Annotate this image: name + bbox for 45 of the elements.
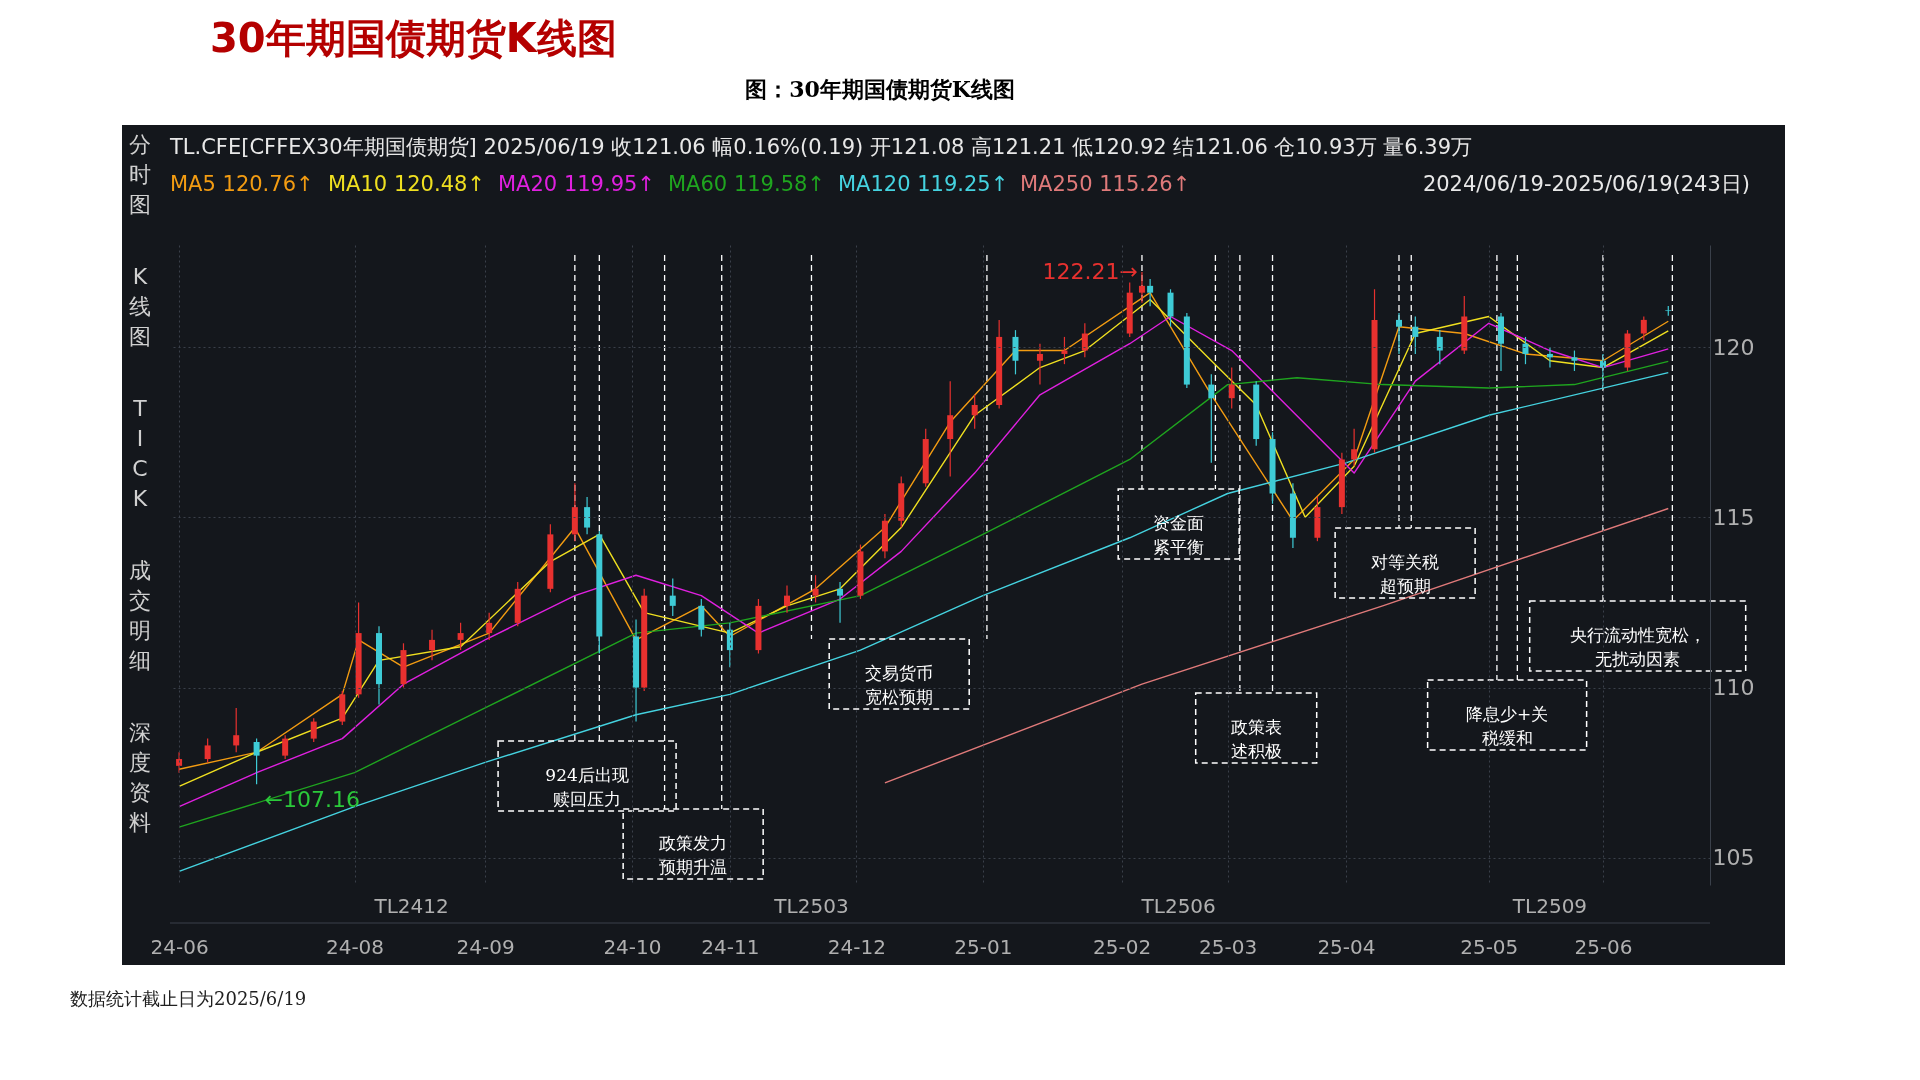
x-tick-label: 24-08 (325, 934, 385, 959)
y-tick-label: 115 (1712, 504, 1755, 530)
x-tick-label: 24-10 (603, 934, 662, 959)
x-tick-label: 24-06 (150, 934, 209, 959)
text: 深度资料 (129, 720, 151, 835)
text: 成交明细 (129, 558, 151, 673)
x2-tick-label: TL2509 (1511, 894, 1588, 918)
x2-tick-label: TL2412 (373, 894, 449, 918)
x-tick-label: 25-06 (1574, 934, 1633, 959)
x2-tick-label: TL2503 (773, 894, 849, 918)
text: 2024/06/19-2025/06/19(243日) (1422, 172, 1750, 196)
annotation: 924后出现赎回压力 (545, 765, 629, 809)
x2-tick-label: TL2506 (1140, 894, 1216, 918)
x-tick-label: 25-05 (1460, 934, 1519, 959)
text: MA250 115.26↑ (1020, 172, 1191, 196)
text: 数据统计截止日为2025/6/19 (70, 988, 307, 1009)
y-tick-label: 110 (1712, 675, 1755, 701)
y-tick-label: 105 (1712, 845, 1755, 871)
text: TICK (132, 396, 148, 511)
annotation: 交易货币宽松预期 (865, 663, 934, 707)
text: MA10 120.48↑ (328, 172, 485, 196)
annotation: 122.21→ (1042, 258, 1138, 284)
text: MA20 119.95↑ (498, 172, 655, 196)
text: TL.CFE[CFFEX30年期国债期货] 2025/06/19 收121.06 幅0.16%(0.19) 开121.08 高121.21 低120.92 结121.06 仓10.93万 量6.39万 (169, 135, 1473, 159)
x-tick-label: 25-01 (954, 934, 1013, 959)
x-tick-label: 25-02 (1093, 934, 1152, 959)
y-tick-label: 120 (1712, 334, 1755, 360)
annotation: 政策表述积极 (1230, 717, 1282, 761)
annotation: 对等关税超预期 (1371, 552, 1440, 596)
text: MA120 119.25↑ (838, 172, 1009, 196)
x-tick-label: 25-03 (1199, 934, 1258, 959)
annotation: ←107.16 (264, 787, 361, 813)
text: MA60 119.58↑ (668, 172, 825, 196)
text: 分时图 (129, 132, 151, 217)
annotation: 降息少+关税缓和 (1465, 704, 1549, 748)
x-tick-label: 25-04 (1317, 934, 1376, 959)
x-tick-label: 24-12 (827, 934, 886, 959)
x-tick-label: 24-11 (701, 934, 760, 959)
text: K线图 (129, 264, 151, 349)
chart-title: 30年期国债期货K线图 (210, 15, 617, 61)
chart-subtitle: 图：30年期国债期货K线图 (745, 76, 1015, 102)
annotation: 政策发力预期升温 (659, 833, 728, 877)
text: MA5 120.76↑ (170, 172, 314, 196)
annotation: 央行流动性宽松，无扰动因素 (1569, 625, 1706, 669)
x-tick-label: 24-09 (456, 934, 515, 959)
